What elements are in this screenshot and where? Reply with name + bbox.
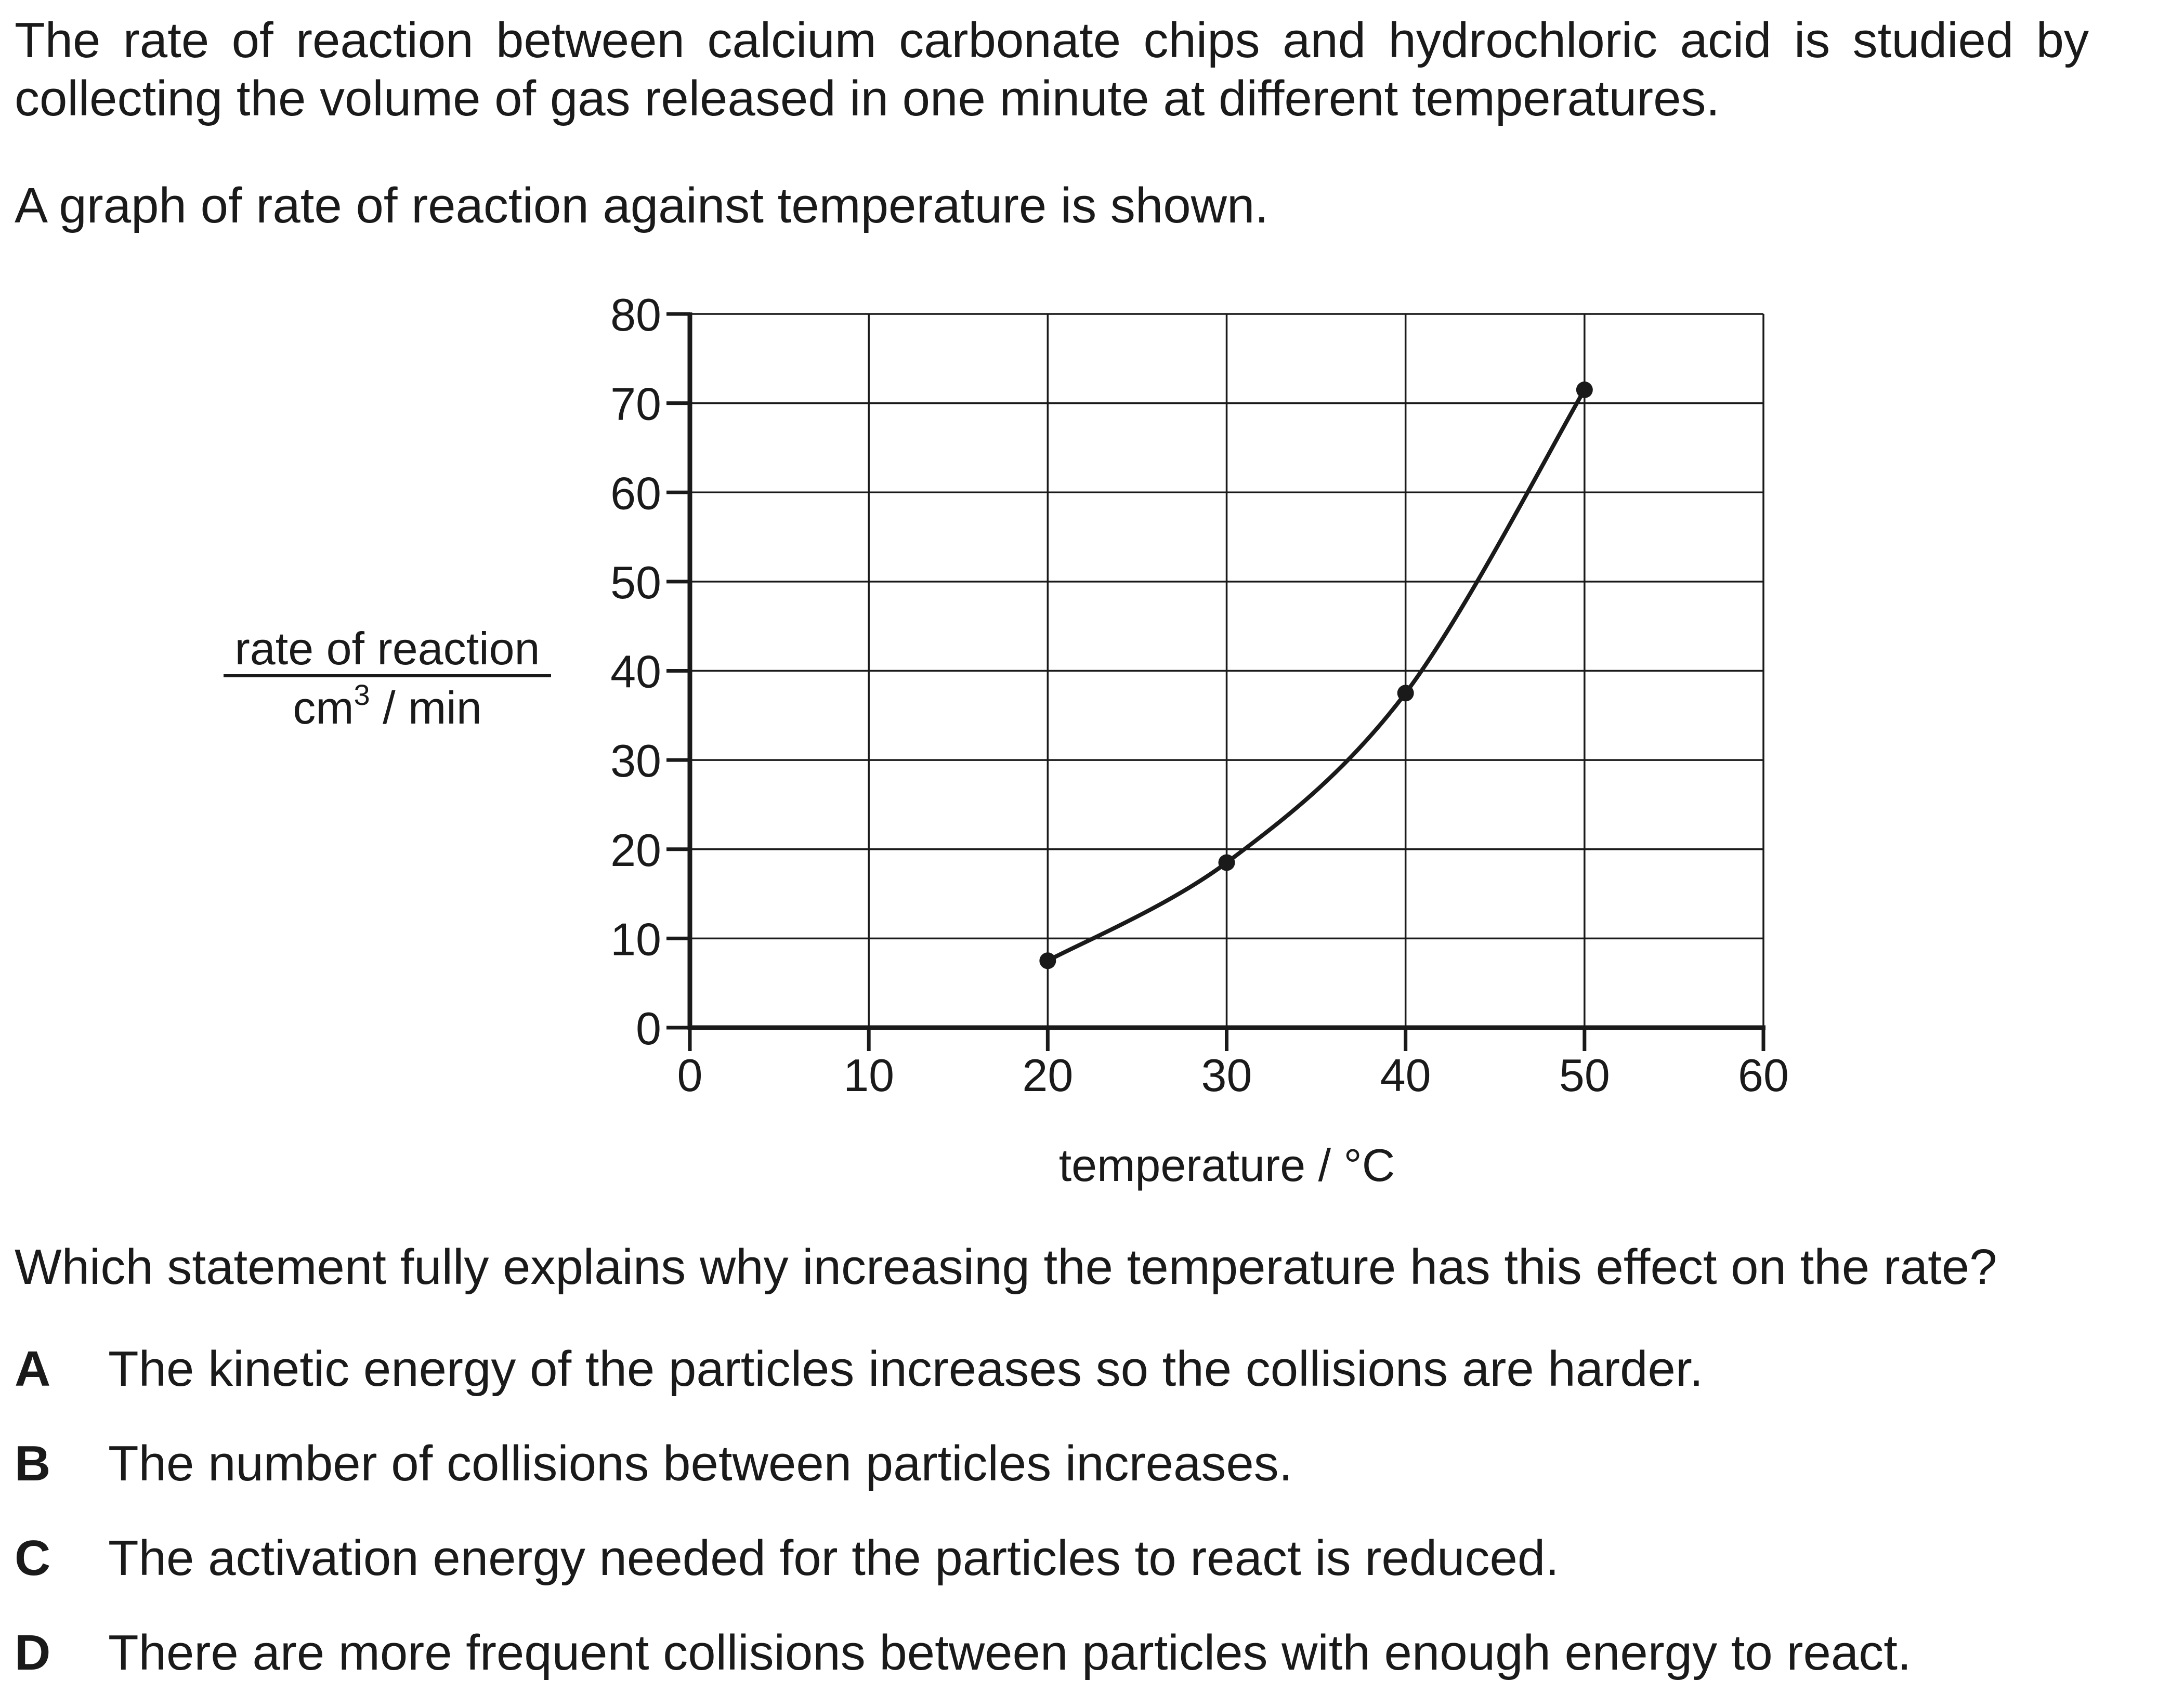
- y-axis-label-bottom: cm3 / min: [293, 678, 482, 733]
- x-axis-label: temperature / °C: [1059, 1139, 1395, 1191]
- question-text: Which statement fully explains why incre…: [15, 1239, 1997, 1295]
- data-point-20: [1039, 952, 1056, 969]
- option-a-text[interactable]: The kinetic energy of the particles incr…: [108, 1341, 1704, 1397]
- y-tick-label-50: 50: [610, 557, 661, 608]
- x-tick-label-60: 60: [1738, 1049, 1789, 1101]
- y-tick-label-10: 10: [610, 913, 661, 965]
- option-b-text[interactable]: The number of collisions between particl…: [108, 1436, 1293, 1491]
- y-tick-label-70: 70: [610, 378, 661, 430]
- data-point-30: [1218, 854, 1235, 871]
- x-tick-label-50: 50: [1559, 1049, 1610, 1101]
- option-c-text[interactable]: The activation energy needed for the par…: [108, 1530, 1559, 1586]
- x-tick-label-20: 20: [1022, 1049, 1073, 1101]
- x-tick-label-0: 0: [677, 1049, 703, 1101]
- y-tick-label-80: 80: [610, 289, 661, 340]
- y-axis-label-top: rate of reaction: [235, 623, 540, 674]
- option-c-letter[interactable]: C: [15, 1530, 51, 1586]
- graph-intro-text: A graph of rate of reaction against temp…: [15, 178, 1269, 233]
- data-point-40: [1397, 685, 1414, 702]
- y-axis-label-superscript: 3: [354, 678, 370, 711]
- y-tick-label-0: 0: [636, 1003, 661, 1054]
- option-b-letter[interactable]: B: [15, 1436, 51, 1491]
- option-a-letter[interactable]: A: [15, 1341, 51, 1397]
- intro-text: The rate of reaction between calcium car…: [15, 12, 2089, 126]
- x-tick-label-30: 30: [1201, 1049, 1252, 1101]
- data-point-50: [1576, 381, 1593, 398]
- option-d-letter[interactable]: D: [15, 1625, 51, 1681]
- y-tick-label-20: 20: [610, 824, 661, 876]
- rate-curve: [1045, 387, 1587, 963]
- y-tick-label-40: 40: [610, 646, 661, 698]
- x-tick-label-10: 10: [843, 1049, 894, 1101]
- x-tick-label-40: 40: [1380, 1049, 1431, 1101]
- y-tick-label-60: 60: [610, 467, 661, 519]
- y-tick-label-30: 30: [610, 735, 661, 786]
- option-d-text[interactable]: There are more frequent collisions betwe…: [108, 1625, 1912, 1681]
